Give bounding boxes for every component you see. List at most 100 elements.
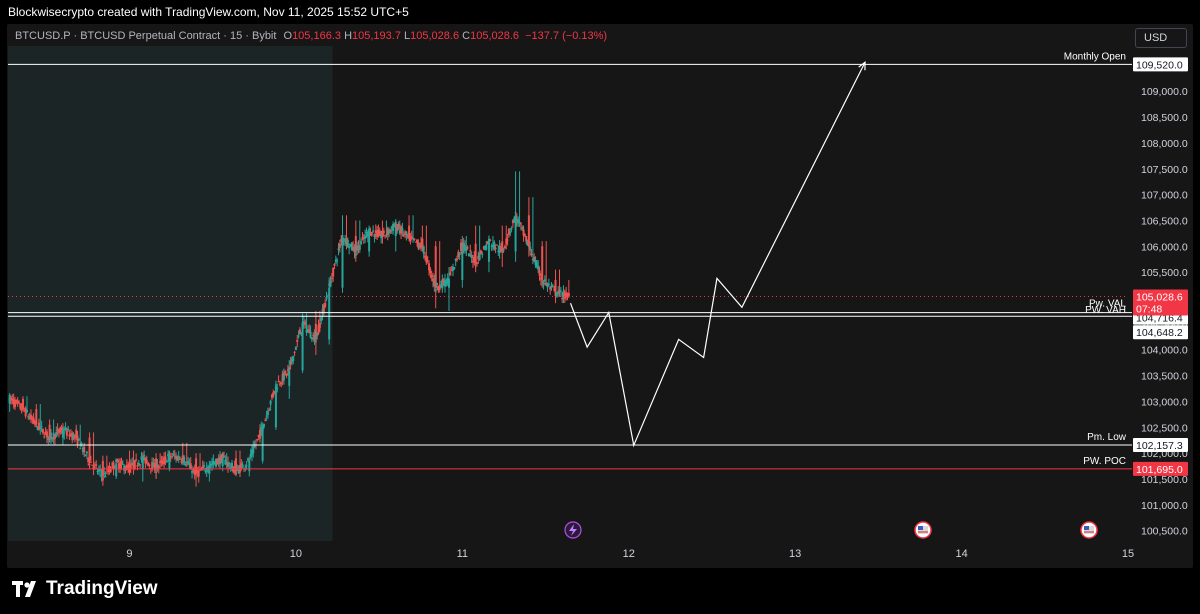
candle-body xyxy=(290,358,293,363)
candle-body xyxy=(216,459,219,464)
candle xyxy=(124,465,127,474)
price-badge-text-0: 109,520.0 xyxy=(1136,59,1183,71)
candle-body xyxy=(289,361,292,365)
candle-body xyxy=(81,447,84,453)
candle xyxy=(397,221,400,231)
candle xyxy=(558,269,561,297)
candle xyxy=(44,427,47,436)
candle-body xyxy=(213,461,216,464)
candle xyxy=(56,423,59,436)
candle xyxy=(215,458,218,469)
candle-body xyxy=(57,429,60,433)
candle-body xyxy=(457,251,460,257)
candle-body xyxy=(413,238,416,241)
candle-body xyxy=(529,246,532,251)
candle-body xyxy=(124,469,127,471)
candle xyxy=(248,458,251,477)
candle-body xyxy=(252,446,255,454)
candle-body xyxy=(203,465,206,467)
candle xyxy=(535,259,538,269)
candle xyxy=(282,368,285,385)
candle xyxy=(277,375,280,383)
candle xyxy=(425,225,428,265)
candle-body xyxy=(40,426,43,428)
candle xyxy=(19,403,22,411)
candle-body xyxy=(463,245,466,252)
candle xyxy=(467,252,470,257)
currency-selector[interactable]: USD xyxy=(1135,28,1187,48)
candle xyxy=(326,294,329,297)
candle-body xyxy=(566,294,569,297)
candle-body xyxy=(325,296,328,299)
candle-body xyxy=(328,287,331,340)
candle xyxy=(237,465,240,474)
candle xyxy=(432,272,435,288)
candle-body xyxy=(461,243,464,280)
candle-body xyxy=(531,258,534,261)
candle-body xyxy=(270,394,273,398)
candle xyxy=(97,465,100,476)
us-flag-event-icon[interactable] xyxy=(914,521,932,539)
candle xyxy=(384,235,387,239)
candle-body xyxy=(538,270,541,276)
candle-body xyxy=(41,428,44,434)
candle-body xyxy=(193,469,196,476)
x-tick-label: 10 xyxy=(290,548,302,560)
lightning-event-icon[interactable] xyxy=(564,521,582,539)
projection-path[interactable] xyxy=(569,61,866,448)
close-value: 105,028.6 xyxy=(470,30,520,42)
symbol-title[interactable]: BTCUSD.P · BTCUSD Perpetual Contract · 1… xyxy=(15,30,277,42)
candle-body xyxy=(342,238,345,241)
candle xyxy=(31,415,34,425)
candle-body xyxy=(398,230,401,234)
candle xyxy=(288,360,291,399)
candle xyxy=(208,460,211,482)
candle xyxy=(547,278,550,287)
candle-body xyxy=(43,436,46,438)
candle xyxy=(497,245,500,257)
candle xyxy=(285,373,288,379)
candle-body xyxy=(349,244,352,246)
candle-body xyxy=(408,225,411,239)
candle xyxy=(159,453,162,469)
candle-body xyxy=(304,322,307,325)
candle xyxy=(416,238,419,247)
candle xyxy=(334,255,337,264)
candle-body xyxy=(392,223,395,232)
candle-body xyxy=(561,298,564,300)
candle xyxy=(401,222,404,237)
candle xyxy=(466,245,469,250)
us-flag-event-icon[interactable] xyxy=(1080,521,1098,539)
candle-body xyxy=(117,463,120,469)
candle-body xyxy=(220,454,223,464)
candle-body xyxy=(75,429,78,438)
candle xyxy=(131,457,134,466)
candle-body xyxy=(112,462,115,470)
candle-body xyxy=(201,466,204,469)
candle-body xyxy=(445,281,448,285)
candle xyxy=(338,239,341,253)
candle xyxy=(111,461,114,469)
candle xyxy=(306,325,309,334)
high-value: 105,193.7 xyxy=(352,30,401,42)
candle xyxy=(565,286,568,301)
candle xyxy=(11,394,14,405)
candle xyxy=(212,454,215,469)
candle xyxy=(471,254,474,268)
candle xyxy=(454,258,457,267)
candle-body xyxy=(167,454,170,457)
candle-body xyxy=(336,260,339,262)
candle xyxy=(107,465,110,476)
candle xyxy=(40,420,43,432)
candle-body xyxy=(362,238,365,240)
candle-body xyxy=(521,227,524,230)
symbol-legend[interactable]: BTCUSD.P · BTCUSD Perpetual Contract · 1… xyxy=(15,29,607,43)
high-label: H xyxy=(344,30,353,42)
candle xyxy=(297,330,300,339)
candle-body xyxy=(475,262,478,265)
candle-body xyxy=(109,469,112,472)
candle xyxy=(345,215,348,250)
candle-body xyxy=(553,288,556,290)
candle-body xyxy=(165,460,168,463)
